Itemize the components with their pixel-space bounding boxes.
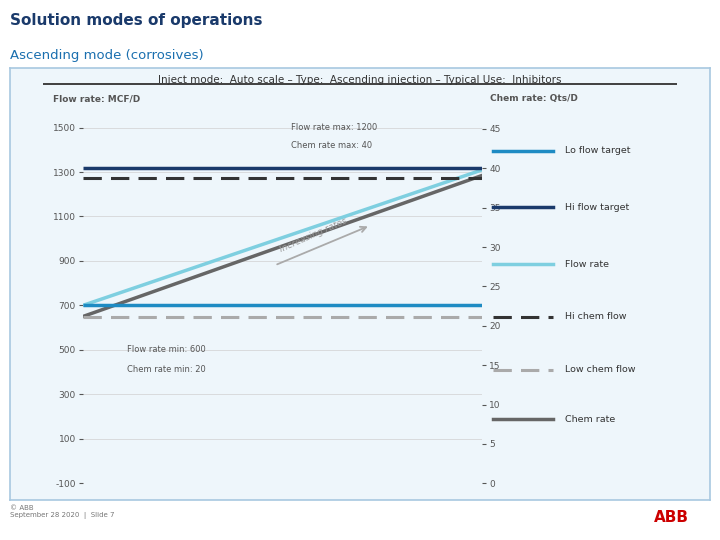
Text: Hi chem flow: Hi chem flow [565,313,627,321]
Text: Solution modes of operations: Solution modes of operations [10,14,263,29]
Text: Ascending mode (corrosives): Ascending mode (corrosives) [10,49,204,62]
Text: Flow rate: Flow rate [565,260,609,268]
Text: Increasing rates: Increasing rates [279,216,348,254]
Text: Chem rate min: 20: Chem rate min: 20 [127,365,205,374]
Text: Low chem flow: Low chem flow [565,366,636,374]
Text: Hi flow target: Hi flow target [565,203,630,212]
Text: © ABB
September 28 2020  |  Slide 7: © ABB September 28 2020 | Slide 7 [10,505,114,519]
Text: Inject mode:  Auto scale – Type:  Ascending injection – Typical Use:  Inhibitors: Inject mode: Auto scale – Type: Ascendin… [158,75,562,85]
Text: Chem rate: Qts/D: Chem rate: Qts/D [490,94,577,104]
Text: ABB: ABB [654,510,689,525]
Text: Lo flow target: Lo flow target [565,146,631,155]
Text: Flow rate: MCF/D: Flow rate: MCF/D [53,94,140,104]
Text: Chem rate max: 40: Chem rate max: 40 [291,140,372,150]
Text: Flow rate max: 1200: Flow rate max: 1200 [291,123,377,132]
Text: Chem rate: Chem rate [565,415,616,423]
Text: Flow rate min: 600: Flow rate min: 600 [127,345,205,354]
